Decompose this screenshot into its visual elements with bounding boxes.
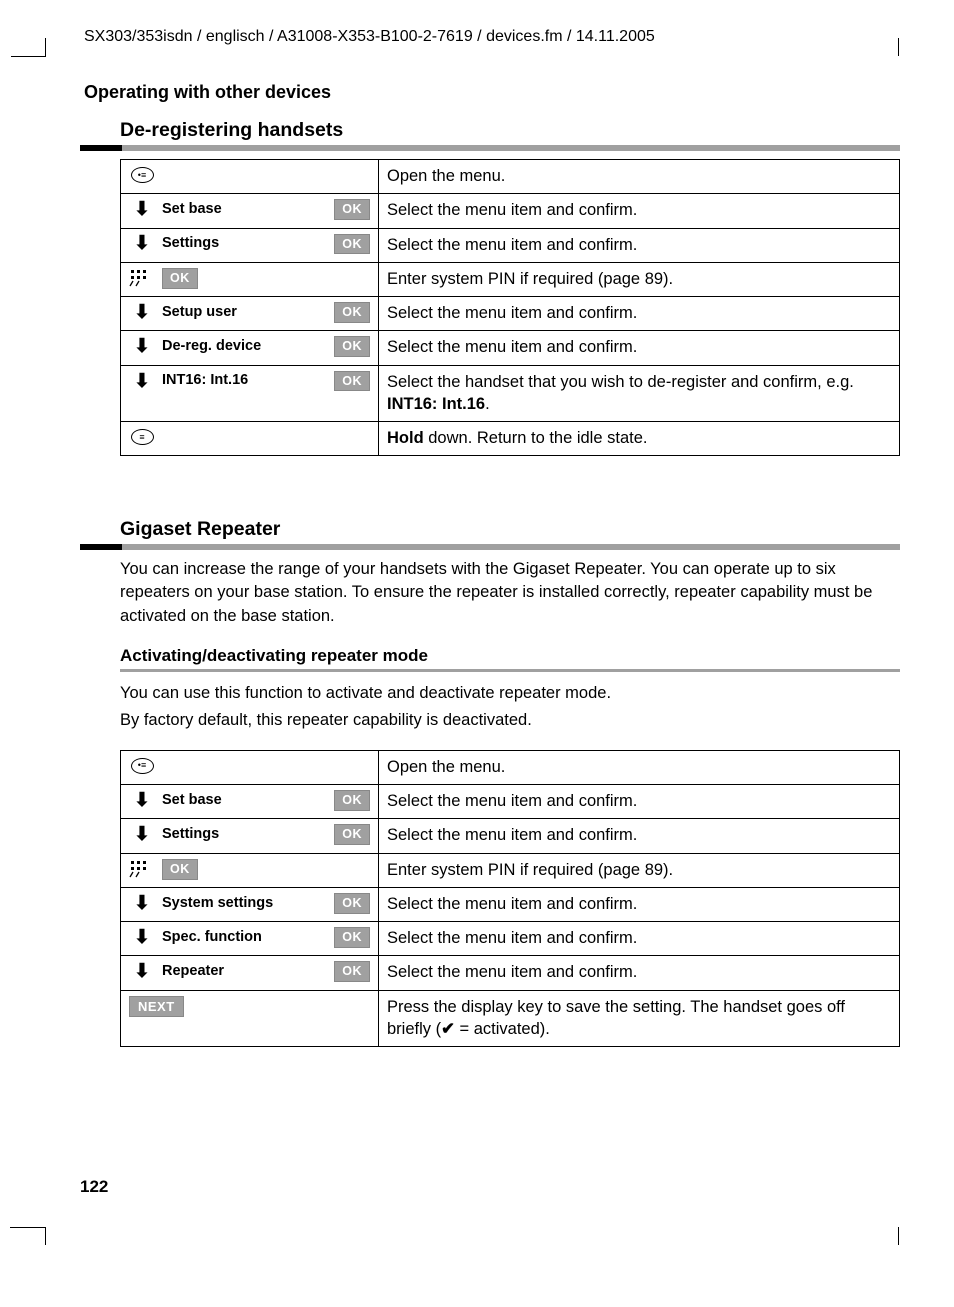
menu-label: Settings bbox=[162, 234, 327, 254]
paragraph: By factory default, this repeater capabi… bbox=[80, 709, 900, 732]
header-path: SX303/353isdn / englisch / A31008-X353-B… bbox=[80, 28, 900, 46]
menu-label: System settings bbox=[162, 894, 327, 914]
paragraph: You can use this function to activate an… bbox=[80, 682, 900, 705]
step-desc: Select the menu item and confirm. bbox=[379, 887, 900, 921]
step-desc: Open the menu. bbox=[379, 160, 900, 194]
ok-badge: OK bbox=[334, 893, 370, 914]
arrow-down-icon: ⬇ bbox=[134, 962, 150, 981]
step-desc: Enter system PIN if required (page 89). bbox=[379, 262, 900, 296]
arrow-down-icon: ⬇ bbox=[134, 928, 150, 947]
step-desc: Select the menu item and confirm. bbox=[379, 922, 900, 956]
step-desc: Select the menu item and confirm. bbox=[379, 785, 900, 819]
step-desc: Select the menu item and confirm. bbox=[379, 331, 900, 365]
procedure-table-dereg: •≡ Open the menu. ⬇ Set base OK Select t… bbox=[120, 159, 900, 456]
step-desc: Open the menu. bbox=[379, 750, 900, 784]
menu-label: Set base bbox=[162, 791, 327, 811]
heading-rule bbox=[80, 145, 900, 151]
arrow-down-icon: ⬇ bbox=[134, 372, 150, 391]
heading-repeater: Gigaset Repeater bbox=[80, 518, 900, 541]
menu-label: Repeater bbox=[162, 962, 327, 982]
keypad-icon bbox=[129, 269, 155, 287]
ok-badge: OK bbox=[334, 927, 370, 948]
arrow-down-icon: ⬇ bbox=[134, 200, 150, 219]
paragraph: You can increase the range of your hands… bbox=[80, 558, 900, 627]
menu-label: INT16: Int.16 bbox=[162, 371, 327, 391]
menu-label: Setup user bbox=[162, 303, 327, 323]
ok-badge: OK bbox=[334, 824, 370, 845]
arrow-down-icon: ⬇ bbox=[134, 337, 150, 356]
heading-deregistering: De-registering handsets bbox=[80, 119, 900, 142]
step-desc: Press the display key to save the settin… bbox=[379, 990, 900, 1047]
menu-label: Set base bbox=[162, 200, 327, 220]
heading-rule bbox=[80, 544, 900, 550]
keypad-icon bbox=[129, 860, 155, 878]
arrow-down-icon: ⬇ bbox=[134, 894, 150, 913]
ok-badge: OK bbox=[162, 859, 198, 880]
arrow-down-icon: ⬇ bbox=[134, 791, 150, 810]
ok-badge: OK bbox=[334, 302, 370, 323]
ok-badge: OK bbox=[334, 371, 370, 392]
ok-badge: OK bbox=[162, 268, 198, 289]
page-number: 122 bbox=[80, 1177, 108, 1197]
heading-mode: Activating/deactivating repeater mode bbox=[80, 646, 900, 666]
step-desc: Select the menu item and confirm. bbox=[379, 297, 900, 331]
step-desc: Select the menu item and confirm. bbox=[379, 956, 900, 990]
heading-rule bbox=[120, 669, 900, 672]
ok-badge: OK bbox=[334, 790, 370, 811]
step-desc: Select the menu item and confirm. bbox=[379, 194, 900, 228]
next-badge: NEXT bbox=[129, 996, 184, 1018]
step-desc: Enter system PIN if required (page 89). bbox=[379, 853, 900, 887]
arrow-down-icon: ⬇ bbox=[134, 825, 150, 844]
menu-label: Settings bbox=[162, 825, 327, 845]
menu-icon: •≡ bbox=[129, 167, 155, 183]
ok-badge: OK bbox=[334, 961, 370, 982]
ok-badge: OK bbox=[334, 336, 370, 357]
section-title: Operating with other devices bbox=[84, 82, 900, 103]
step-desc: Select the handset that you wish to de-r… bbox=[379, 365, 900, 422]
menu-label: Spec. function bbox=[162, 928, 327, 948]
step-desc: Hold down. Return to the idle state. bbox=[379, 422, 900, 456]
step-desc: Select the menu item and confirm. bbox=[379, 819, 900, 853]
ok-badge: OK bbox=[334, 199, 370, 220]
menu-icon: •≡ bbox=[129, 758, 155, 774]
hangup-icon: ≡ bbox=[129, 429, 155, 445]
procedure-table-repeater: •≡ Open the menu. ⬇ Set base OK Select t… bbox=[120, 750, 900, 1047]
arrow-down-icon: ⬇ bbox=[134, 303, 150, 322]
ok-badge: OK bbox=[334, 234, 370, 255]
menu-label: De-reg. device bbox=[162, 337, 327, 357]
arrow-down-icon: ⬇ bbox=[134, 234, 150, 253]
step-desc: Select the menu item and confirm. bbox=[379, 228, 900, 262]
